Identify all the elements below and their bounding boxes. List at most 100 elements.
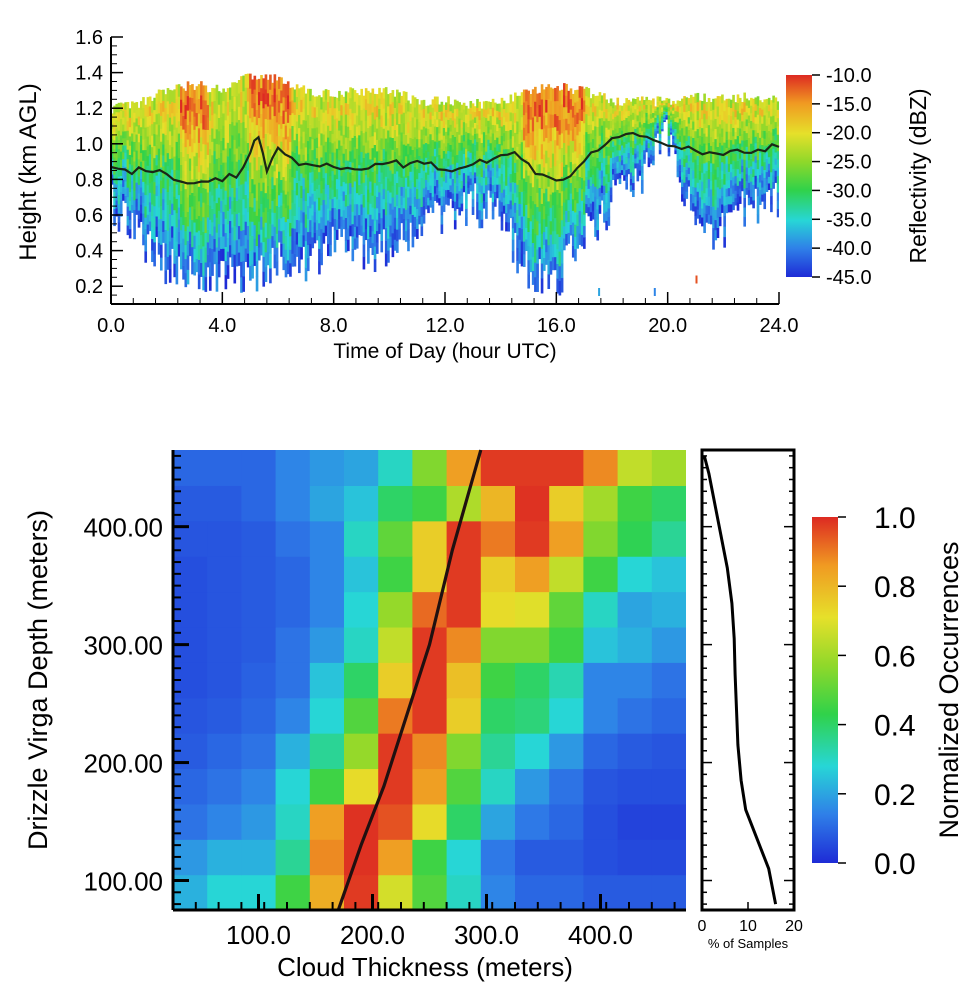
- reflectivity-cell: [656, 104, 660, 108]
- reflectivity-cell: [131, 204, 134, 213]
- reflectivity-cell: [159, 231, 163, 245]
- reflectivity-cell: [215, 114, 219, 130]
- reflectivity-cell: [162, 198, 165, 211]
- reflectivity-cell: [188, 121, 192, 135]
- heatmap-cell: [515, 803, 550, 840]
- reflectivity-cell: [420, 226, 424, 237]
- reflectivity-cell: [694, 112, 698, 122]
- reflectivity-cell: [629, 178, 633, 186]
- reflectivity-cell: [458, 158, 461, 168]
- reflectivity-cell: [756, 177, 760, 188]
- reflectivity-cell: [315, 168, 319, 179]
- reflectivity-cell: [643, 131, 646, 137]
- reflectivity-cell: [240, 184, 243, 201]
- reflectivity-cell: [293, 114, 297, 128]
- reflectivity-cell: [222, 248, 225, 262]
- reflectivity-cell: [632, 98, 635, 106]
- reflectivity-cell: [756, 205, 760, 215]
- top-x-tick-label: 20.0: [648, 315, 687, 337]
- reflectivity-cell: [284, 97, 288, 112]
- reflectivity-cell: [246, 128, 250, 144]
- reflectivity-cell: [217, 144, 221, 158]
- reflectivity-cell: [614, 168, 617, 175]
- reflectivity-cell: [322, 188, 326, 201]
- reflectivity-cell: [612, 118, 615, 125]
- isolated-echo: [695, 275, 698, 284]
- reflectivity-cell: [554, 139, 557, 154]
- reflectivity-cell: [135, 198, 139, 207]
- reflectivity-cell: [115, 168, 119, 177]
- reflectivity-cell: [111, 148, 114, 155]
- reflectivity-cell: [709, 171, 713, 181]
- reflectivity-cell: [467, 132, 470, 140]
- reflectivity-cell: [618, 105, 622, 112]
- reflectivity-cell: [291, 215, 294, 229]
- reflectivity-cell: [126, 196, 130, 207]
- reflectivity-cell: [402, 91, 406, 103]
- reflectivity-cell: [411, 149, 415, 161]
- reflectivity-cell: [280, 205, 283, 219]
- reflectivity-cell: [362, 108, 366, 121]
- reflectivity-cell: [324, 120, 328, 132]
- reflectivity-cell: [767, 117, 771, 125]
- reflectivity-cell: [266, 238, 270, 253]
- reflectivity-cell: [286, 95, 290, 110]
- reflectivity-cell: [589, 159, 593, 169]
- reflectivity-cell: [262, 93, 266, 109]
- reflectivity-cell: [180, 190, 183, 205]
- reflectivity-cell: [402, 101, 406, 113]
- reflectivity-cell: [741, 159, 744, 166]
- reflectivity-cell: [629, 159, 633, 167]
- reflectivity-cell: [315, 157, 319, 169]
- heatmap-cell: [309, 662, 345, 699]
- reflectivity-cell: [576, 89, 579, 102]
- reflectivity-cell: [449, 144, 453, 152]
- reflectivity-cell: [672, 129, 675, 133]
- reflectivity-cell: [623, 152, 626, 159]
- reflectivity-cell: [211, 114, 214, 129]
- reflectivity-cell: [645, 132, 649, 137]
- reflectivity-cell: [473, 128, 477, 134]
- reflectivity-cell: [273, 226, 277, 241]
- reflectivity-cell: [304, 200, 308, 215]
- reflectivity-cell: [333, 141, 337, 153]
- reflectivity-cell: [148, 163, 152, 174]
- reflectivity-cell: [206, 167, 210, 180]
- reflectivity-cell: [767, 110, 771, 118]
- reflectivity-cell: [736, 168, 740, 178]
- reflectivity-cell: [709, 215, 713, 225]
- reflectivity-cell: [131, 141, 134, 150]
- reflectivity-cell: [707, 160, 711, 170]
- reflectivity-cell: [558, 90, 562, 106]
- reflectivity-cell: [358, 144, 361, 156]
- reflectivity-cell: [289, 101, 292, 116]
- reflectivity-cell: [235, 109, 239, 123]
- heatmap-cell: [207, 839, 242, 876]
- reflectivity-cell: [767, 170, 771, 177]
- reflectivity-cell: [251, 249, 254, 265]
- reflectivity-cell: [449, 137, 453, 145]
- top-x-tick-label: 4.0: [208, 315, 236, 337]
- reflectivity-cell: [171, 101, 174, 114]
- reflectivity-cell: [389, 236, 392, 248]
- reflectivity-cell: [685, 147, 689, 156]
- reflectivity-cell: [398, 165, 401, 177]
- reflectivity-cell: [498, 159, 502, 169]
- reflectivity-cell: [623, 163, 626, 170]
- reflectivity-cell: [723, 173, 726, 185]
- reflectivity-cell: [380, 240, 384, 253]
- reflectivity-cell: [765, 151, 769, 159]
- reflectivity-cell: [529, 233, 533, 247]
- reflectivity-cell: [763, 122, 767, 131]
- reflectivity-cell: [514, 162, 517, 173]
- reflectivity-cell: [186, 226, 190, 241]
- reflectivity-cell: [489, 149, 493, 157]
- reflectivity-cell: [427, 174, 430, 183]
- reflectivity-cell: [645, 116, 649, 121]
- occurrence-heatmap: [173, 450, 686, 910]
- reflectivity-cell: [411, 225, 415, 237]
- reflectivity-cell: [331, 207, 335, 218]
- reflectivity-cell: [246, 170, 250, 185]
- reflectivity-cell: [378, 171, 381, 182]
